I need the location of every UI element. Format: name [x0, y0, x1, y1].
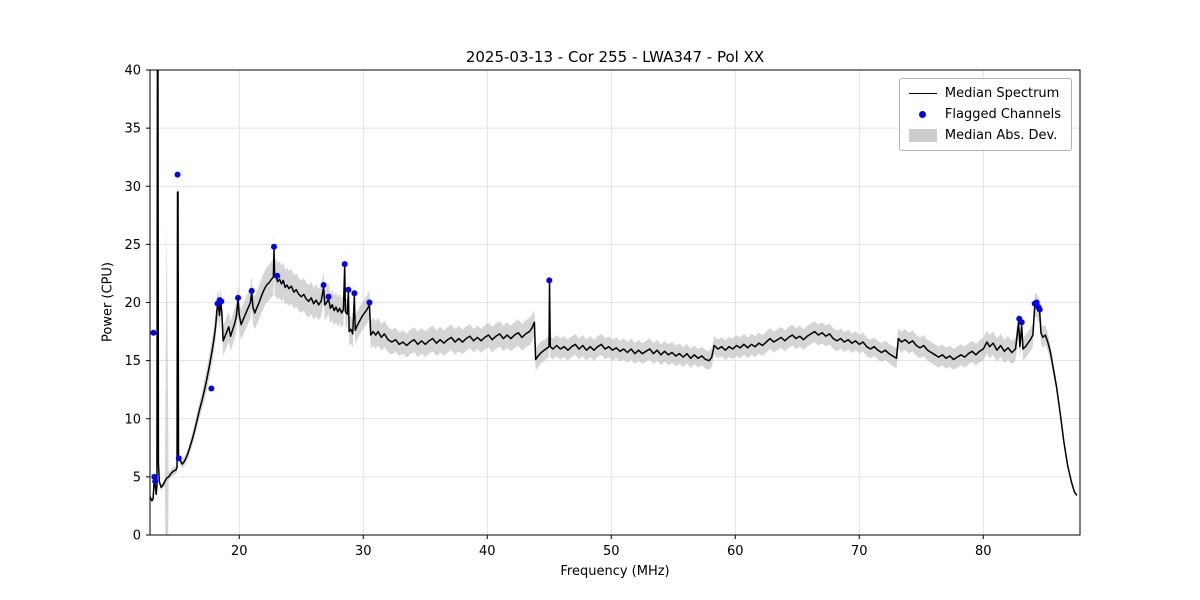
flagged-channel-dot: [174, 171, 181, 178]
flagged-channel-dot: [218, 298, 225, 305]
line-swatch: [908, 93, 937, 94]
chart-title: 2025-03-13 - Cor 255 - LWA347 - Pol XX: [465, 48, 765, 66]
legend-item-flagged-channels: Flagged Channels: [909, 107, 1061, 122]
flagged-channels: [150, 171, 1043, 485]
flagged-channel-dot: [325, 293, 332, 300]
flagged-channel-dot: [208, 385, 215, 392]
flagged-channel-dot: [150, 329, 157, 336]
flagged-channel-dot: [248, 287, 255, 294]
svg-text:25: 25: [124, 238, 141, 253]
patch-swatch-wrap: [908, 129, 937, 142]
svg-text:0: 0: [133, 529, 141, 544]
svg-text:35: 35: [124, 122, 141, 137]
flagged-channel-dot: [345, 286, 352, 293]
legend-item-median-abs-dev: Median Abs. Dev.: [908, 128, 1061, 143]
svg-text:70: 70: [851, 544, 868, 559]
legend-label-flagged-channels: Flagged Channels: [944, 107, 1061, 122]
svg-text:40: 40: [124, 64, 141, 79]
patch-swatch: [908, 129, 937, 142]
flagged-channel-dot: [151, 473, 158, 480]
flagged-channel-dot: [351, 290, 358, 297]
svg-text:30: 30: [124, 180, 141, 195]
svg-text:50: 50: [603, 544, 620, 559]
flagged-channel-dot: [175, 455, 182, 462]
y-axis-label: Power (CPU): [100, 261, 116, 343]
svg-text:30: 30: [355, 544, 372, 559]
line-swatch-wrap: [908, 93, 937, 94]
flagged-channel-dot: [546, 277, 553, 284]
svg-text:20: 20: [231, 544, 248, 559]
svg-text:5: 5: [133, 470, 141, 485]
flagged-channel-dot: [152, 478, 159, 485]
svg-text:20: 20: [124, 296, 141, 311]
flagged-channel-dot: [271, 243, 277, 250]
legend-label-median-spectrum: Median Spectrum: [944, 86, 1060, 101]
y-tick-labels: 0 5 10 15 20 25 30 35 40: [124, 64, 150, 544]
svg-text:80: 80: [975, 544, 992, 559]
dot-swatch-wrap: [909, 111, 937, 118]
flagged-channel-dot: [1036, 306, 1043, 313]
legend-item-median-spectrum: Median Spectrum: [908, 86, 1061, 101]
x-axis-label: Frequency (MHz): [560, 564, 670, 579]
marker-swatch: [919, 111, 927, 118]
x-tick-labels: 20 30 40 50 60 70 80: [231, 535, 992, 559]
svg-text:15: 15: [124, 354, 141, 369]
flagged-channel-dot: [366, 299, 373, 306]
flagged-channel-dot: [274, 272, 281, 279]
flagged-channel-dot: [341, 261, 348, 268]
svg-text:60: 60: [727, 544, 744, 559]
flagged-channel-dot: [235, 294, 242, 301]
legend-label-median-abs-dev: Median Abs. Dev.: [944, 128, 1058, 143]
mad-band: [150, 70, 1077, 535]
svg-text:10: 10: [124, 412, 141, 427]
flagged-channel-dot: [1033, 299, 1040, 306]
flagged-channel-dot: [1018, 319, 1025, 326]
median-spectrum-line: [150, 70, 1078, 502]
svg-text:40: 40: [479, 544, 496, 559]
legend: Median Spectrum Flagged Channels Median …: [898, 78, 1072, 151]
flagged-channel-dot: [320, 282, 327, 289]
